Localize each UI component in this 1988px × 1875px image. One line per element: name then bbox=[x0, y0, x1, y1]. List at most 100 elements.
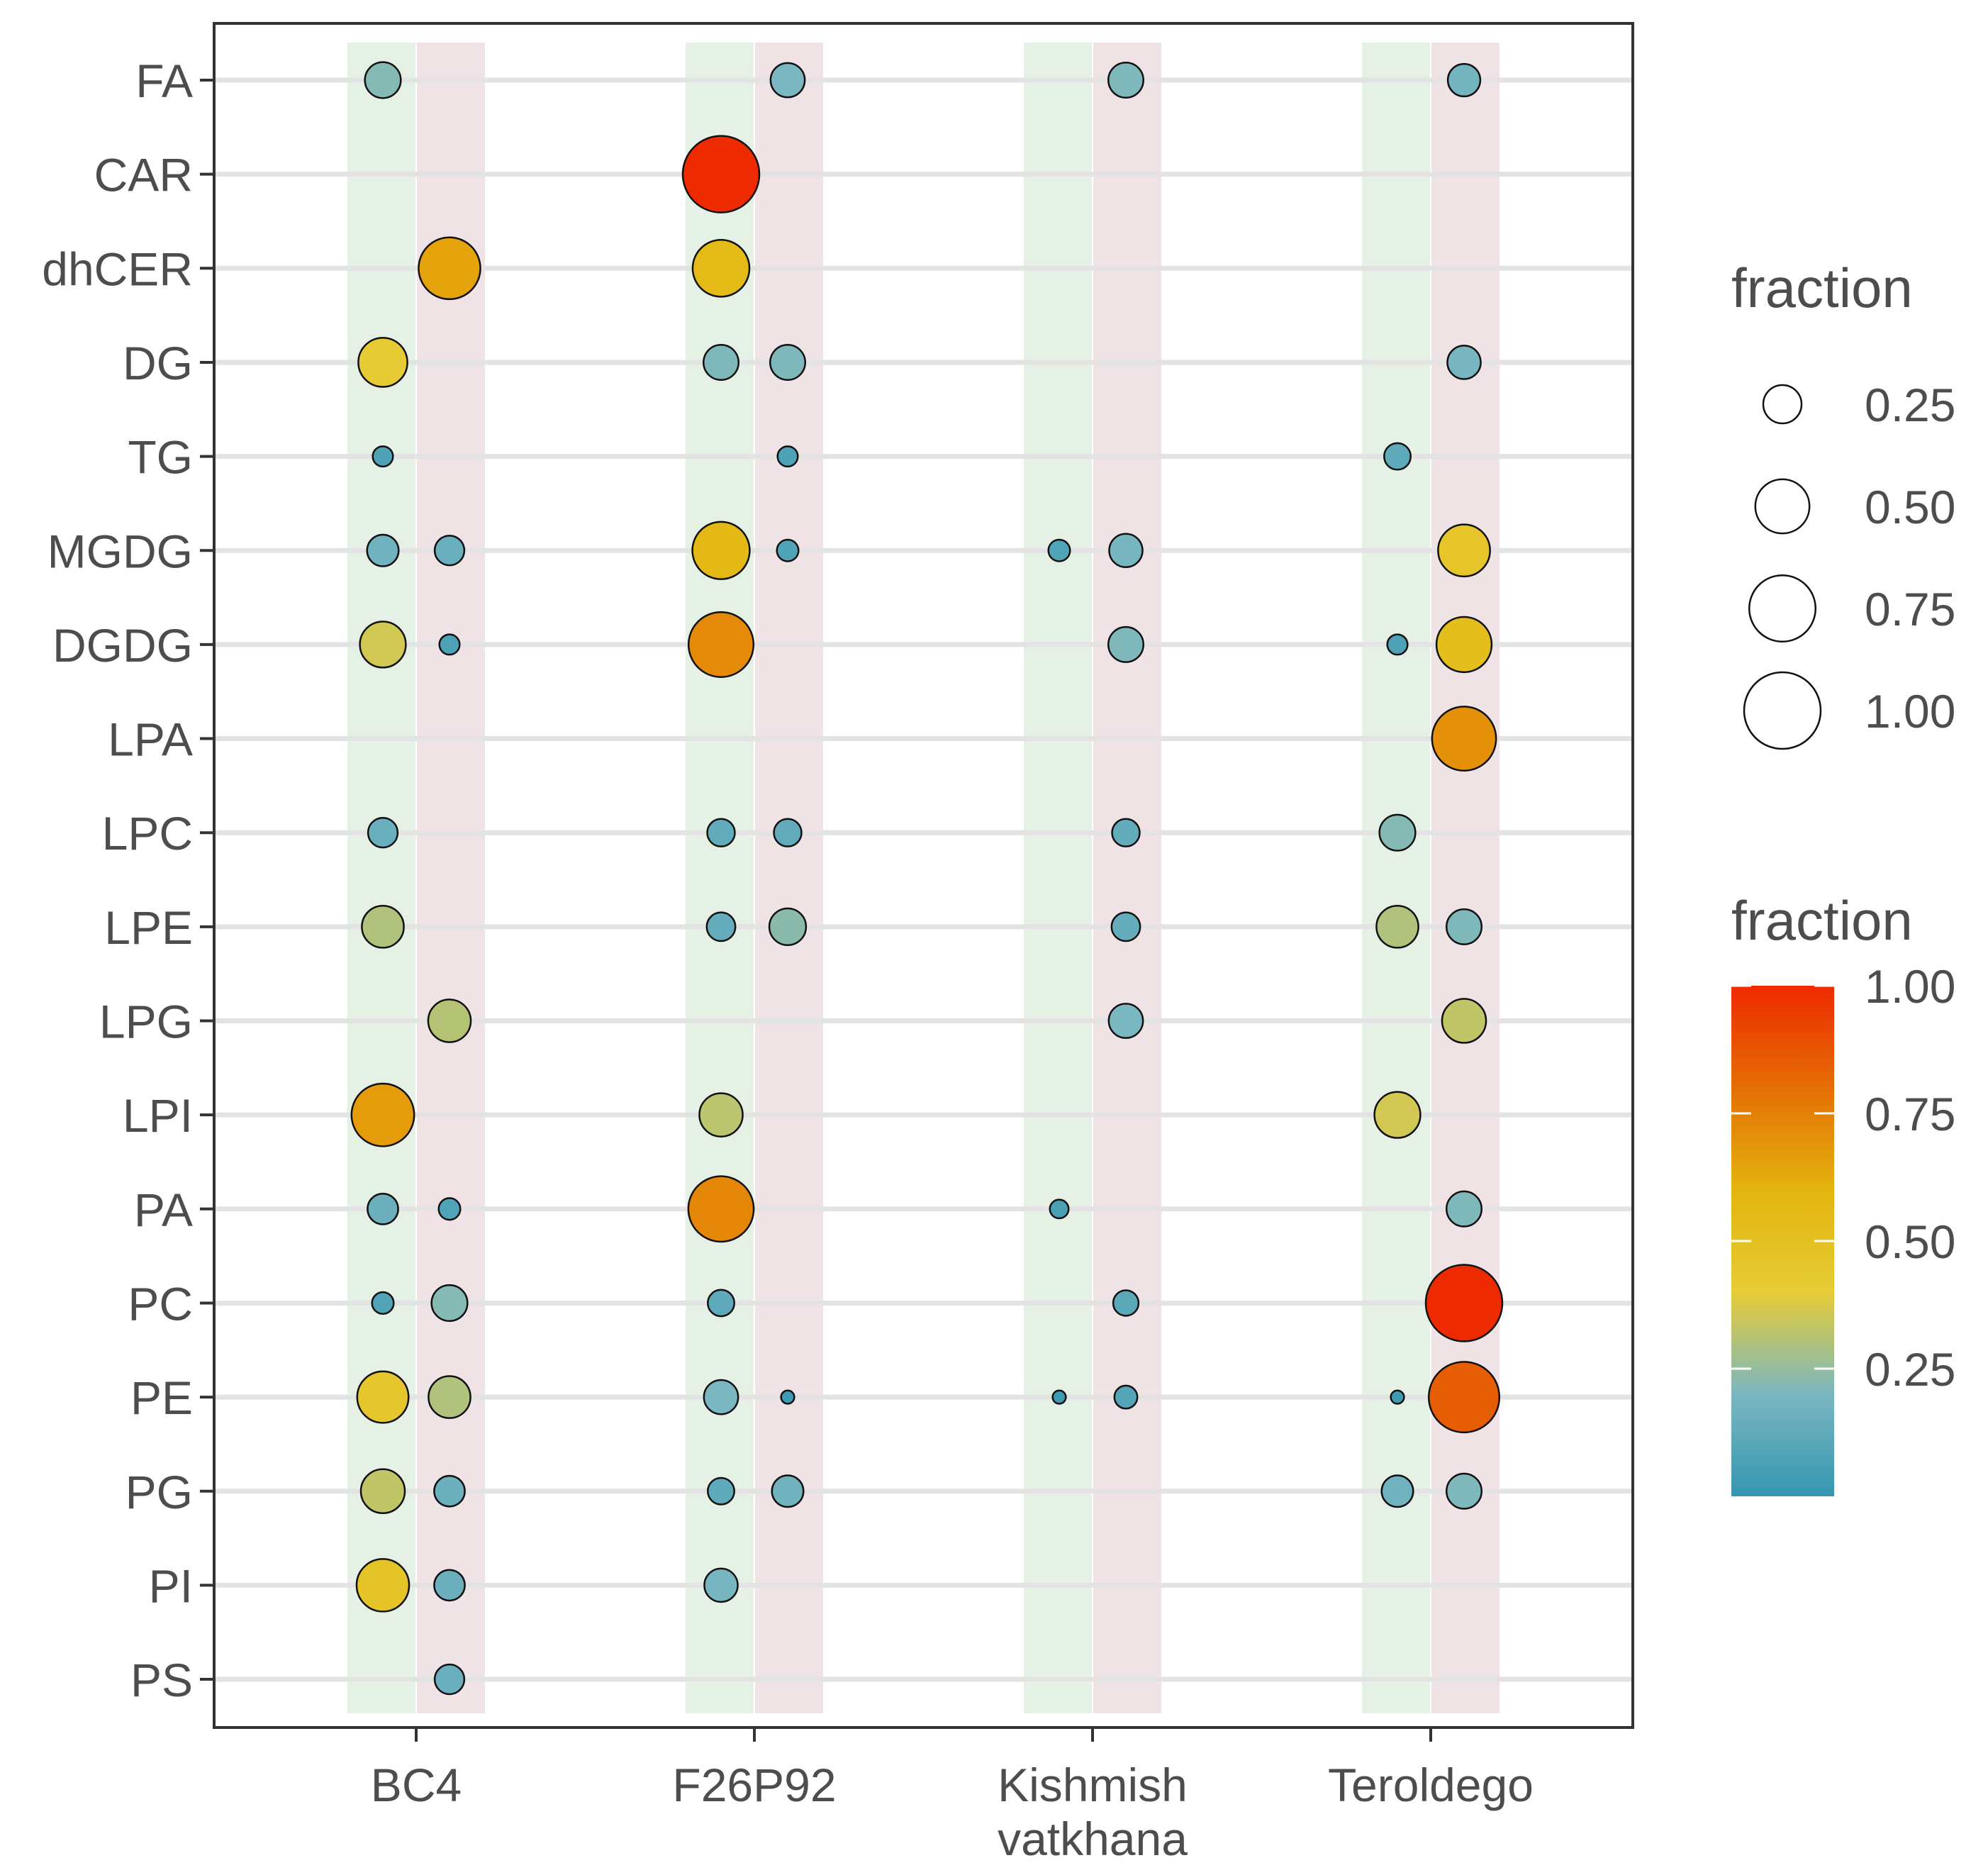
bubble bbox=[773, 818, 803, 847]
bubble bbox=[771, 1474, 805, 1508]
bubble bbox=[768, 907, 808, 946]
size-legend-label: 1.00 bbox=[1865, 685, 1955, 738]
bubble bbox=[1424, 1264, 1504, 1342]
y-tick-label: FA bbox=[135, 55, 193, 107]
bubble bbox=[707, 1476, 735, 1506]
size-legend-key bbox=[1743, 671, 1822, 750]
bubble bbox=[1446, 908, 1482, 945]
size-legend-key bbox=[1762, 384, 1803, 425]
y-tick-label: PA bbox=[134, 1184, 193, 1236]
bubble bbox=[687, 1175, 755, 1243]
y-tick-label: LPI bbox=[123, 1089, 193, 1142]
bubble bbox=[428, 1375, 471, 1419]
bubble bbox=[1110, 911, 1141, 942]
y-tick-label: dhCER bbox=[42, 243, 193, 295]
y-tick-label: PG bbox=[125, 1466, 193, 1518]
y-tick-label: LPG bbox=[99, 996, 193, 1048]
bubble bbox=[1378, 813, 1417, 852]
bubble bbox=[433, 1663, 466, 1696]
x-tick-label: Kishmish vatkhana bbox=[998, 1759, 1188, 1865]
size-legend: fraction 0.25 0.50 0.75 1.00 bbox=[1731, 257, 1955, 750]
bubble bbox=[433, 1569, 466, 1602]
bubble bbox=[1435, 616, 1493, 674]
x-tick-label: F26P92 bbox=[672, 1759, 836, 1811]
bubble bbox=[371, 1291, 395, 1315]
bubble bbox=[1111, 818, 1141, 847]
y-tick-label: PI bbox=[149, 1559, 193, 1612]
bubble bbox=[366, 533, 400, 567]
bubble bbox=[1107, 625, 1144, 663]
bubble bbox=[1108, 533, 1144, 569]
bubble bbox=[357, 337, 408, 388]
bubble bbox=[1446, 1472, 1482, 1510]
y-tick-label: MGDG bbox=[48, 525, 193, 577]
color-legend: fraction 0.25 0.50 0.75 1.00 bbox=[1731, 889, 1955, 1496]
band-right bbox=[417, 43, 485, 1713]
bubbles bbox=[350, 61, 1504, 1696]
bubble bbox=[367, 817, 399, 849]
bubble bbox=[707, 1289, 735, 1318]
bubble bbox=[703, 343, 739, 381]
y-tick-label: LPA bbox=[108, 713, 193, 766]
bubble bbox=[433, 1474, 466, 1508]
bubble bbox=[1431, 706, 1497, 772]
bubble bbox=[1107, 62, 1144, 99]
y-axis: FA CAR dhCER DG TG MGDG DGDG LPA LPC LPE LPG LPI PA P… bbox=[42, 55, 214, 1706]
y-tick-label: TG bbox=[128, 431, 193, 484]
bubble bbox=[1386, 633, 1409, 656]
bubble bbox=[776, 538, 800, 562]
bubble bbox=[703, 1567, 739, 1603]
bubble bbox=[1112, 1289, 1140, 1317]
size-legend-label: 0.50 bbox=[1865, 481, 1955, 533]
bubble bbox=[703, 1379, 739, 1415]
bubble bbox=[681, 135, 761, 213]
y-tick-label: PC bbox=[128, 1277, 193, 1330]
bubble bbox=[1107, 1003, 1144, 1039]
bubble bbox=[1383, 442, 1412, 471]
x-tick-label: Teroldego bbox=[1328, 1759, 1534, 1811]
bubble bbox=[367, 1192, 399, 1225]
size-legend-key bbox=[1748, 574, 1817, 643]
band-right bbox=[755, 43, 823, 1713]
size-legend-key bbox=[1754, 478, 1811, 535]
bubble bbox=[361, 905, 405, 949]
bubble bbox=[691, 521, 751, 580]
x-axis: BC4 F26P92 Kishmish vatkhana Teroldego bbox=[371, 1727, 1534, 1865]
bubble bbox=[437, 1197, 462, 1221]
bubble bbox=[1375, 905, 1419, 949]
bubble bbox=[1373, 1091, 1422, 1139]
x-tick-label: BC4 bbox=[371, 1759, 462, 1811]
size-legend-title: fraction bbox=[1731, 257, 1913, 319]
bubble bbox=[1380, 1474, 1414, 1508]
colorbar-label: 1.00 bbox=[1865, 960, 1955, 1013]
bubble bbox=[433, 535, 466, 567]
y-tick-label: LPC bbox=[102, 807, 193, 859]
bubble bbox=[698, 1092, 744, 1137]
bubble bbox=[438, 633, 461, 656]
size-legend-label: 0.25 bbox=[1865, 379, 1955, 431]
subgroup-bands bbox=[347, 43, 1500, 1713]
band-left bbox=[686, 43, 754, 1713]
y-tick-label: CAR bbox=[94, 149, 193, 201]
bubble bbox=[769, 343, 806, 381]
bubble bbox=[769, 62, 806, 99]
bubble bbox=[706, 818, 736, 847]
bubble bbox=[1427, 1361, 1501, 1434]
y-tick-label: DGDG bbox=[52, 619, 193, 672]
y-tick-label: LPE bbox=[104, 901, 193, 954]
bubble bbox=[359, 1468, 406, 1515]
bubble bbox=[691, 239, 751, 298]
panel-border bbox=[213, 22, 1634, 1729]
bubble bbox=[1446, 62, 1482, 98]
bubble bbox=[1446, 1190, 1482, 1228]
bubble bbox=[780, 1389, 795, 1405]
y-tick-label: PS bbox=[130, 1654, 193, 1706]
bubble bbox=[1047, 538, 1071, 562]
bubble bbox=[418, 236, 481, 301]
bubble bbox=[356, 1370, 410, 1424]
bubble bbox=[1441, 998, 1487, 1044]
y-tick-label: PE bbox=[130, 1372, 193, 1424]
bubble bbox=[427, 998, 472, 1043]
band-left bbox=[1024, 43, 1092, 1713]
